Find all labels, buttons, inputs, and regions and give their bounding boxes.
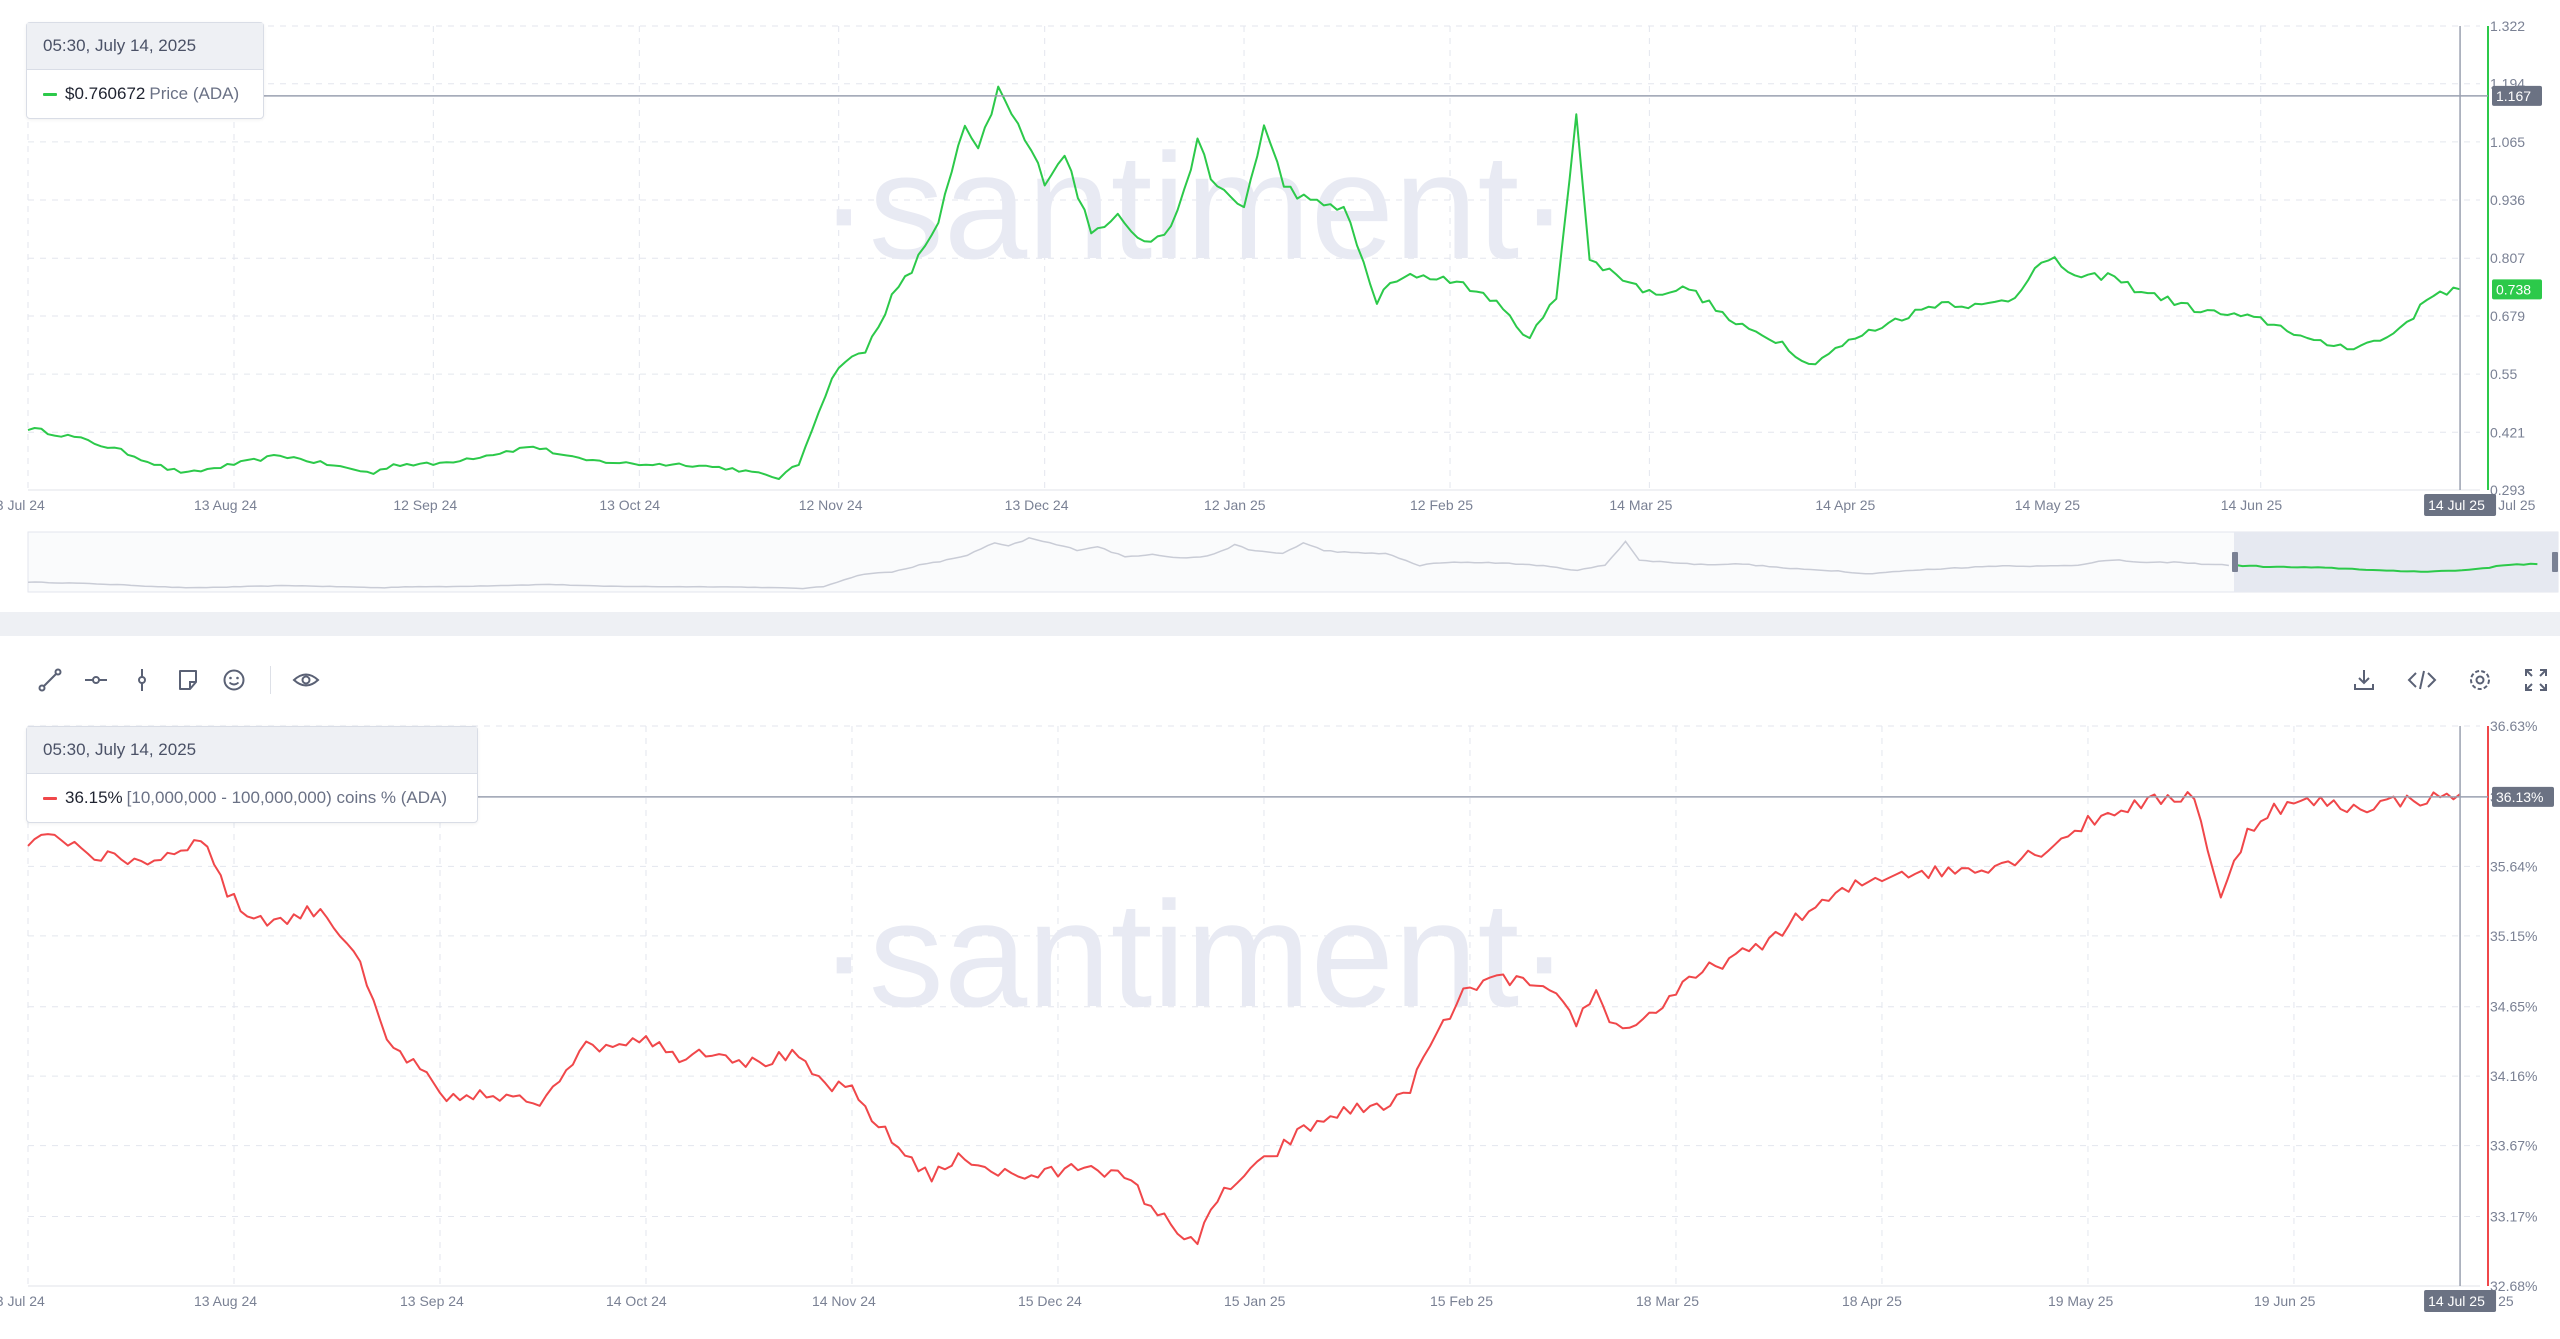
tooltip-label: [10,000,000 - 100,000,000) coins % (ADA): [126, 788, 448, 807]
navigator-line-selected: [2235, 562, 2538, 573]
y-tick-label: 0.293: [2490, 482, 2525, 498]
x-tick-label: 14 Jun 25: [2221, 497, 2283, 513]
download-icon[interactable]: [2342, 658, 2386, 702]
tooltip-row: 36.15% [10,000,000 - 100,000,000) coins %…: [27, 774, 477, 822]
tooltip-label: Price (ADA): [149, 84, 240, 103]
x-tick-label: 15 Dec 24: [1018, 1293, 1082, 1309]
navigator-window: [2234, 532, 2558, 592]
y-tick-label: 33.67%: [2490, 1138, 2537, 1154]
x-tick-label: 13 Oct 24: [599, 497, 660, 513]
x-tick-label: 12 Nov 24: [799, 497, 863, 513]
x-tick-label: 13 Aug 24: [194, 497, 257, 513]
price-chart[interactable]: 0.2930.4210.550.6790.8070.9361.0651.1941…: [0, 0, 2560, 612]
settings-icon[interactable]: [2458, 658, 2502, 702]
x-tick-label: 13 Dec 24: [1005, 497, 1069, 513]
y-tick-label: 34.65%: [2490, 999, 2537, 1015]
x-tick-label: 14 Apr 25: [1815, 497, 1875, 513]
tooltip-value: $0.760672: [65, 84, 146, 103]
vertical-line-icon[interactable]: [120, 658, 164, 702]
embed-code-icon[interactable]: [2400, 658, 2444, 702]
tooltip-date: 05:30, July 14, 2025: [27, 727, 477, 774]
x-tick-label: 13 Aug 24: [194, 1293, 257, 1309]
fullscreen-icon[interactable]: [2514, 658, 2558, 702]
y-tick-label: 33.17%: [2490, 1209, 2537, 1225]
crosshair-value-text: 36.13%: [2496, 789, 2543, 805]
x-tick-label: 13 Sep 24: [400, 1293, 464, 1309]
santiment-watermark: ·santiment·: [819, 870, 1569, 1038]
crosshair-value-text: 1.167: [2496, 88, 2531, 104]
series-line: [27, 791, 2461, 1246]
date-tag: [2424, 1290, 2497, 1312]
y-tick-label: 0.807: [2490, 250, 2525, 266]
crosshair-value-tag: [2492, 85, 2542, 106]
series-color-marker: [43, 93, 57, 97]
santiment-watermark: ·santiment·: [819, 122, 1569, 290]
y-tick-label: 1.322: [2490, 18, 2525, 34]
tooltip-date: 05:30, July 14, 2025: [27, 23, 263, 70]
x-tick-label: 19 Jun 25: [2254, 1293, 2316, 1309]
y-tick-label: 0.55: [2490, 366, 2517, 382]
y-tick-label: 0.679: [2490, 308, 2525, 324]
y-tick-label: 32.68%: [2490, 1278, 2537, 1294]
current-value-tag: [2492, 279, 2542, 300]
x-tick-label: 12 Sep 24: [393, 497, 457, 513]
x-tick-label: 18 Mar 25: [1636, 1293, 1699, 1309]
y-tick-label: 36.63%: [2490, 718, 2537, 734]
holders-chart[interactable]: 32.68% 33.17% 33.67% 34.16% 34.65% 35.15% 35.6…: [0, 636, 2560, 1339]
emoji-icon[interactable]: [212, 658, 256, 702]
series-line: [27, 85, 2461, 480]
tooltip-row: $0.760672 Price (ADA): [27, 70, 263, 118]
eye-icon[interactable]: [284, 658, 328, 702]
y-tick-label: 34.16%: [2490, 1068, 2537, 1084]
series-color-marker: [43, 797, 57, 801]
date-tag-text: 14 Jul 25: [2428, 497, 2485, 513]
x-tick-label: 13 Jul 24: [0, 497, 45, 513]
current-value-text: 0.738: [2496, 281, 2531, 297]
x-tick-label: 14 May 25: [2015, 497, 2081, 513]
x-tick-label: 19 May 25: [2048, 1293, 2114, 1309]
price-chart-panel: 0.293 0.421 0.55 0.679 0.807 0.936 1.065 1.194 1…: [0, 0, 2560, 612]
holders-tooltip: 05:30, July 14, 2025 36.15% [10,000,000 -…: [26, 726, 478, 823]
navigator-handle-right: [2552, 552, 2558, 572]
y-tick-label: 35.64%: [2490, 858, 2537, 874]
chart-toolbar: [0, 636, 2560, 724]
x-tick-label: 14 Mar 25: [1609, 497, 1672, 513]
price-tooltip: 05:30, July 14, 2025 $0.760672 Price (ADA…: [26, 22, 264, 119]
date-tag-suffix: Jul 25: [2498, 497, 2536, 513]
x-tick-label: 15 Jan 25: [1224, 1293, 1286, 1309]
y-tick-label: 1.065: [2490, 134, 2525, 150]
tooltip-value: 36.15%: [65, 788, 123, 807]
date-tag-suffix: 25: [2498, 1293, 2514, 1309]
x-tick-label: 14 Nov 24: [812, 1293, 876, 1309]
date-tag-text: 14 Jul 25: [2428, 1293, 2485, 1309]
x-tick-label: 18 Apr 25: [1842, 1293, 1902, 1309]
trend-line-icon[interactable]: [28, 658, 72, 702]
x-tick-label: 12 Feb 25: [1410, 497, 1473, 513]
x-tick-label: 13 Jul 24: [0, 1293, 45, 1309]
y-tick-label: 0.421: [2490, 424, 2525, 440]
crosshair-value-tag: [2492, 786, 2554, 807]
note-icon[interactable]: [166, 658, 210, 702]
y-tick-label: 0.936: [2490, 192, 2525, 208]
horizontal-ray-icon[interactable]: [74, 658, 118, 702]
x-tick-label: 12 Jan 25: [1204, 497, 1266, 513]
holders-chart-panel: 32.68% 33.17% 33.67% 34.16% 34.65% 35.15% 35.6…: [0, 636, 2560, 1339]
navigator-handle-left: [2232, 552, 2238, 572]
y-tick-label: 35.15%: [2490, 928, 2537, 944]
toolbar-divider: [270, 666, 271, 694]
navigator-line: [27, 537, 2230, 590]
x-tick-label: 14 Oct 24: [606, 1293, 667, 1309]
x-tick-label: 15 Feb 25: [1430, 1293, 1493, 1309]
date-tag: [2424, 494, 2497, 516]
